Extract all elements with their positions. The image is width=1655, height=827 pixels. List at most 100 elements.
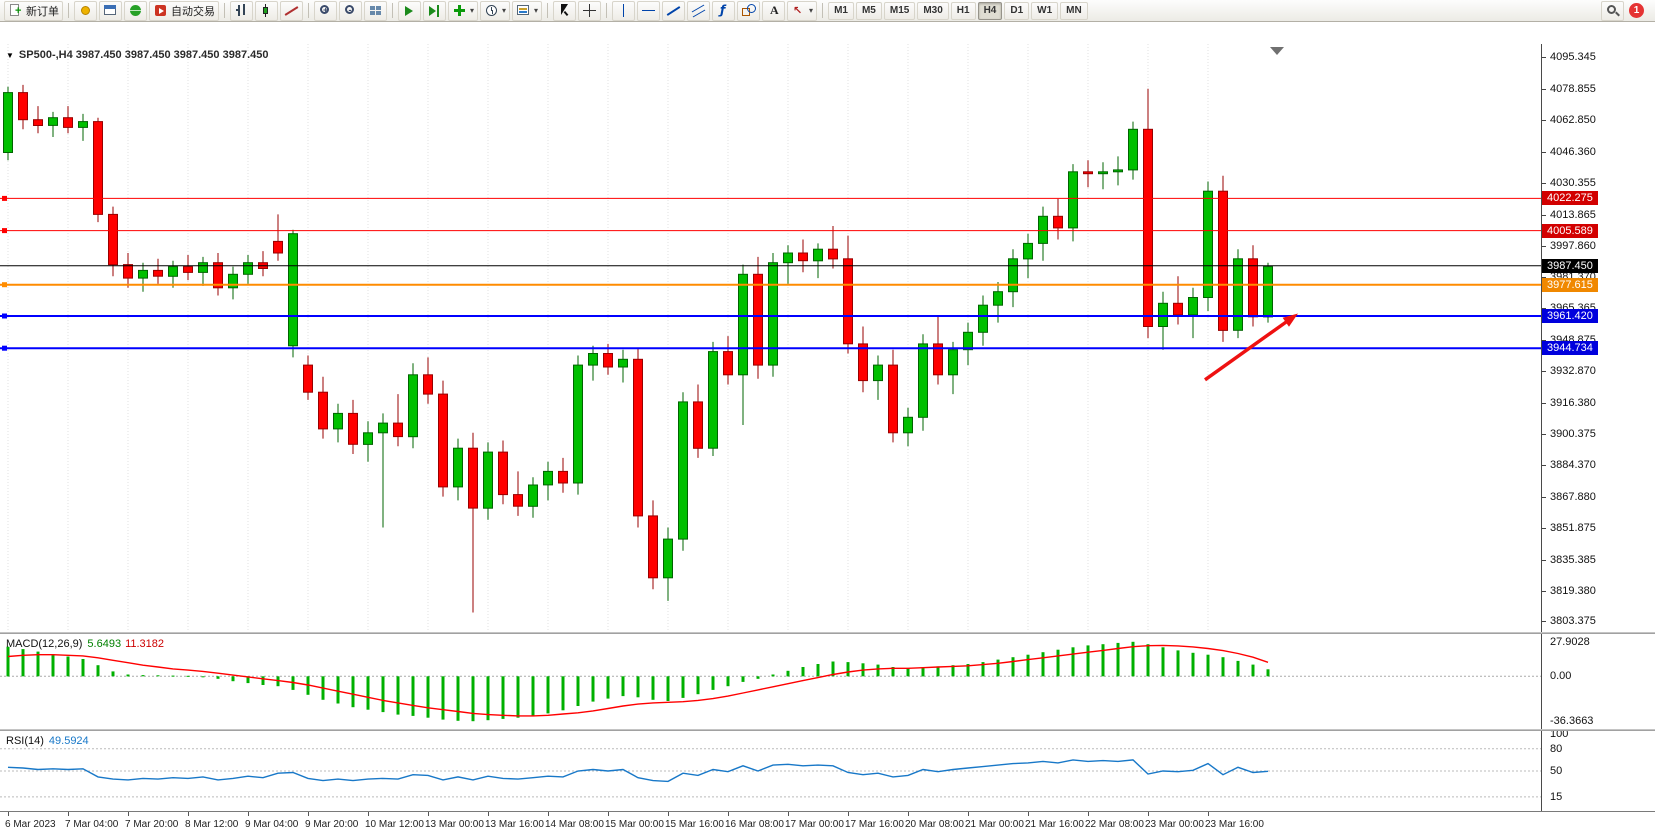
time-axis-label: 9 Mar 20:00 [305, 819, 359, 827]
crosshair-button[interactable] [578, 0, 602, 21]
price-axis-tick [1542, 591, 1546, 592]
candle-body [33, 119, 43, 126]
price-level-line[interactable] [0, 282, 1541, 288]
candle-body [888, 364, 898, 434]
candle-body [1053, 215, 1063, 229]
candle-body [558, 470, 568, 484]
candle-body [723, 351, 733, 376]
candle-body [123, 264, 133, 279]
timeframe-mn-button[interactable]: MN [1060, 1, 1088, 20]
price-scale[interactable]: 4095.345 4078.855 4062.850 4046.360 4030.355… [1541, 44, 1655, 811]
alerts-button[interactable] [74, 0, 97, 21]
trend-arrow-annotation[interactable] [1204, 313, 1298, 382]
time-axis-tick [488, 812, 489, 816]
timeframe-h4-button[interactable]: H4 [977, 1, 1003, 20]
candle-body [1143, 128, 1153, 327]
candle-body [303, 364, 313, 393]
candle-body [333, 412, 343, 430]
auto-trading-button[interactable]: 自动交易 [149, 0, 219, 21]
timeframe-w1-button[interactable]: W1 [1031, 1, 1059, 20]
rsi-axis-label: 80 [1550, 742, 1563, 755]
bar-chart-button[interactable] [230, 0, 253, 21]
candlestick-chart-icon [259, 3, 274, 18]
chart-shift-button[interactable] [423, 0, 446, 21]
web-community-button[interactable] [124, 0, 147, 21]
price-axis-tick [1542, 152, 1546, 153]
shapes-button[interactable] [737, 0, 761, 21]
timeframe-m30-button[interactable]: M30 [917, 1, 949, 20]
new-order-button[interactable]: 新订单 [4, 0, 63, 21]
price-level-line[interactable] [0, 345, 1541, 351]
templates-button[interactable]: ▾ [512, 0, 543, 21]
trendline-button[interactable] [662, 0, 686, 21]
price-level-line[interactable] [0, 313, 1541, 319]
candlestick-chart-button[interactable] [255, 0, 278, 21]
timeframe-h1-button[interactable]: H1 [950, 1, 976, 20]
zoom-out-button[interactable] [339, 0, 362, 21]
market-watch-button[interactable] [99, 0, 122, 21]
price-level-line[interactable] [0, 228, 1541, 234]
symbol-info: ▼ SP500-,H4 3987.450 3987.450 3987.450 39… [6, 49, 268, 61]
fibonacci-retracement-button[interactable] [712, 0, 736, 21]
time-axis-label: 9 Mar 04:00 [245, 819, 299, 827]
main-price-chart[interactable] [0, 44, 1541, 634]
web-community-icon [128, 3, 143, 18]
timeframe-m5-button[interactable]: M5 [855, 1, 882, 20]
price-level-line[interactable] [0, 195, 1541, 201]
text-button[interactable] [762, 0, 786, 21]
new-order-label: 新订单 [26, 5, 59, 18]
timeframe-m15-button[interactable]: M15 [883, 1, 916, 20]
cursor-button[interactable] [553, 0, 577, 21]
candle-body [1068, 171, 1078, 229]
vertical-line-icon [616, 3, 631, 18]
time-axis-tick [68, 812, 69, 816]
time-axis-tick [1028, 812, 1029, 816]
candle-body [1083, 171, 1093, 175]
notification-badge[interactable]: 1 [1629, 3, 1644, 18]
time-axis-tick [608, 812, 609, 816]
panel-splitter[interactable] [0, 729, 1655, 731]
auto-scroll-button[interactable] [398, 0, 421, 21]
horizontal-line-button[interactable] [637, 0, 661, 21]
price-axis-tick [1542, 621, 1546, 622]
time-axis-label: 23 Mar 16:00 [1205, 819, 1264, 827]
zoom-in-button[interactable] [314, 0, 337, 21]
candle-body [18, 92, 28, 121]
candle-body [993, 291, 1003, 306]
time-axis-tick [368, 812, 369, 816]
chart-shift-marker[interactable] [1270, 47, 1284, 55]
macd-panel[interactable] [0, 634, 1541, 731]
search-button[interactable] [1601, 0, 1624, 21]
price-axis-label: 3997.860 [1550, 239, 1596, 252]
tile-windows-button[interactable] [364, 0, 387, 21]
candle-body [1233, 258, 1243, 331]
equidistant-channel-button[interactable] [687, 0, 711, 21]
line-chart-button[interactable] [280, 0, 303, 21]
indicators-button[interactable]: ▾ [448, 0, 479, 21]
time-axis-label: 8 Mar 12:00 [185, 819, 239, 827]
arrow-objects-button[interactable]: ▾ [787, 0, 818, 21]
price-axis-label: 4013.865 [1550, 208, 1596, 221]
chart-grid [7, 44, 1209, 634]
toolbar-separator [392, 3, 393, 18]
rsi-panel[interactable] [0, 731, 1541, 811]
candle-body [483, 451, 493, 509]
one-click-trading-arrow[interactable]: ▼ [6, 51, 14, 60]
time-axis-label: 7 Mar 20:00 [125, 819, 179, 827]
fibonacci-retracement-icon [716, 3, 731, 18]
price-axis-label: 3803.375 [1550, 615, 1596, 628]
time-axis[interactable]: 6 Mar 2023 7 Mar 04:00 7 Mar 20:00 8 Mar 12… [0, 811, 1655, 827]
auto-trading-label: 自动交易 [171, 5, 215, 18]
time-axis-tick [908, 812, 909, 816]
candle-body [978, 304, 988, 333]
timeframe-d1-button[interactable]: D1 [1004, 1, 1030, 20]
vertical-line-button[interactable] [612, 0, 636, 21]
toolbar-separator [822, 3, 824, 18]
candle-body [633, 358, 643, 517]
candle-body [918, 343, 928, 418]
timeframe-m1-button[interactable]: M1 [828, 1, 854, 20]
price-axis-tick [1542, 497, 1546, 498]
panel-splitter[interactable] [0, 632, 1655, 634]
periods-button[interactable]: ▾ [480, 0, 511, 21]
